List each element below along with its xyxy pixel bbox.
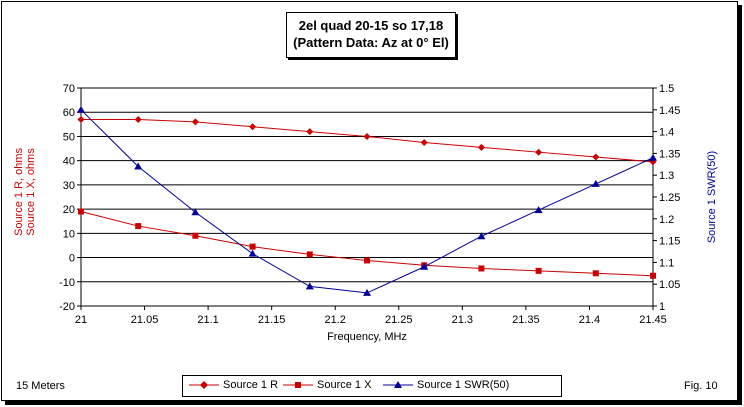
series-triangle — [77, 105, 657, 296]
data-point — [363, 132, 371, 140]
series-square — [78, 208, 656, 279]
x-axis-label: Frequency, MHz — [327, 331, 407, 343]
legend-square-marker-icon — [283, 382, 313, 388]
series-line — [81, 118, 654, 163]
y-right-tick-label: 1 — [659, 301, 665, 313]
data-point — [306, 251, 313, 258]
y-left-axis-label-r: Source 1 R, ohms — [13, 147, 25, 236]
y-right-tick-label: 1.2 — [659, 214, 674, 226]
data-point — [650, 272, 656, 279]
data-point — [134, 162, 143, 170]
data-point — [535, 148, 543, 156]
y-left-axis-ticks: -20 -10 0 10 20 30 40 50 60 70 — [59, 83, 81, 313]
y-left-tick-label: 20 — [63, 204, 75, 216]
data-point — [420, 139, 428, 146]
y-right-tick-label: 1.05 — [659, 279, 680, 291]
y-left-tick-label: -10 — [59, 277, 75, 289]
y-left-tick-label: 40 — [63, 156, 75, 168]
legend-label-swr: Source 1 SWR(50) — [417, 379, 510, 391]
x-tick-label: 21.4 — [579, 314, 600, 326]
series-layer — [77, 105, 657, 296]
data-point — [77, 105, 85, 113]
legend-item-r: Source 1 R — [189, 379, 278, 391]
data-point — [535, 267, 542, 274]
legend: Source 1 R Source 1 X Source 1 SWR(50) — [182, 375, 562, 397]
x-tick-label: 21.1 — [197, 314, 218, 326]
y-right-tick-label: 1.25 — [659, 192, 680, 204]
y-right-axis-label: Source 1 SWR(50) — [706, 151, 718, 243]
x-tick-label: 21.15 — [258, 314, 286, 326]
legend-item-swr: Source 1 SWR(50) — [383, 379, 509, 391]
data-point — [248, 249, 257, 257]
legend-item-x: Source 1 X — [283, 379, 371, 391]
y-left-tick-label: 60 — [63, 107, 75, 119]
band-label: 15 Meters — [16, 380, 65, 392]
y-right-tick-label: 1.35 — [659, 148, 680, 160]
data-point — [191, 208, 200, 216]
data-point — [134, 115, 142, 123]
y-left-tick-label: 70 — [63, 83, 75, 95]
chart-title-line1: 2el quad 20-15 so 17,18 — [298, 18, 444, 33]
y-right-tick-label: 1.3 — [659, 170, 674, 182]
data-point — [191, 118, 199, 126]
data-point — [305, 282, 314, 290]
y-left-tick-label: -20 — [59, 301, 75, 313]
x-axis-ticks: 21 21.05 21.1 21.15 21.2 21.25 21.3 21.35 21.4 21… — [75, 306, 667, 326]
x-tick-label: 21.05 — [131, 314, 159, 326]
legend-triangle-marker-icon — [383, 381, 413, 388]
data-point — [478, 265, 485, 272]
y-left-tick-label: 0 — [69, 253, 75, 265]
x-tick-label: 21.2 — [325, 314, 346, 326]
x-tick-label: 21.35 — [512, 314, 540, 326]
y-right-tick-label: 1.1 — [659, 257, 674, 269]
y-left-axis-label-x: Source 1 X, ohms — [25, 148, 37, 236]
data-point — [192, 232, 199, 239]
y-right-tick-label: 1.5 — [659, 83, 674, 95]
chart-frame: 21 21.05 21.1 21.15 21.2 21.25 21.3 21.35 21.4 21… — [1, 1, 738, 401]
data-point — [78, 208, 84, 215]
legend-label-x: Source 1 X — [317, 379, 372, 391]
data-point — [135, 223, 142, 230]
x-tick-label: 21.45 — [639, 314, 667, 326]
data-point — [249, 243, 256, 250]
data-point — [249, 123, 257, 131]
chart-title: 2el quad 20-15 so 17,18 (Pattern Data: A… — [286, 12, 456, 58]
figure-label: Fig. 10 — [684, 380, 718, 392]
data-point — [477, 143, 485, 151]
y-right-axis-ticks: 1 1.05 1.1 1.15 1.2 1.25 1.3 1.35 1.4 1.45 1.5 — [653, 83, 680, 313]
data-point — [592, 153, 600, 161]
grid-lines — [81, 111, 653, 283]
data-point — [420, 262, 429, 270]
legend-label-r: Source 1 R — [223, 379, 279, 391]
y-right-tick-label: 1.45 — [659, 105, 680, 117]
data-point — [592, 270, 599, 277]
data-point — [649, 153, 657, 161]
y-left-tick-label: 50 — [63, 131, 75, 143]
series-line — [80, 211, 654, 277]
x-tick-label: 21.3 — [452, 314, 473, 326]
data-point — [591, 179, 600, 187]
chart-title-line2: (Pattern Data: Az at 0° El) — [293, 35, 449, 50]
data-point — [477, 232, 486, 240]
legend-diamond-marker-icon — [189, 381, 219, 389]
data-point — [534, 206, 543, 214]
data-point — [363, 288, 371, 296]
y-left-tick-label: 10 — [63, 228, 75, 240]
data-point — [77, 115, 85, 123]
data-point — [306, 128, 314, 136]
x-tick-label: 21 — [75, 314, 87, 326]
data-point — [364, 257, 370, 264]
chart-canvas: 21 21.05 21.1 21.15 21.2 21.25 21.3 21.35 21.4 21… — [13, 83, 718, 343]
y-right-tick-label: 1.15 — [659, 236, 680, 248]
y-left-tick-label: 30 — [63, 180, 75, 192]
y-right-tick-label: 1.4 — [659, 127, 674, 139]
x-tick-label: 21.25 — [385, 314, 413, 326]
series-diamond — [77, 115, 657, 166]
